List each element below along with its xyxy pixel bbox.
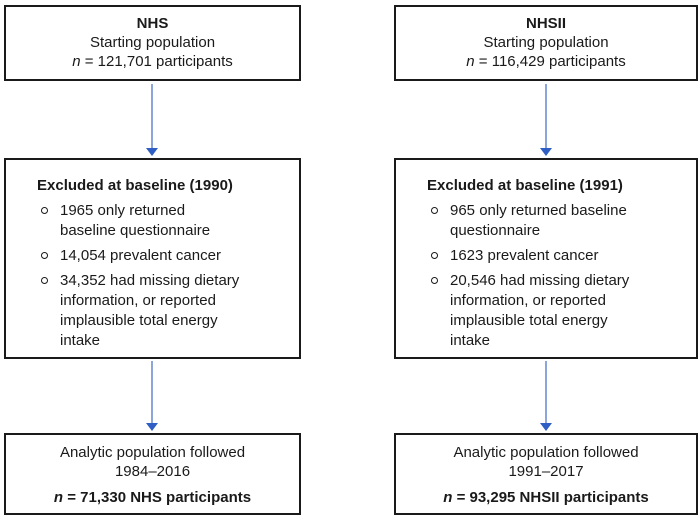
nhsii-exclusion-heading: Excluded at baseline (1991) [427, 177, 623, 194]
exclusion-item: 965 only returned baseline questionnaire [427, 201, 686, 241]
exclusion-item-text: 965 only returned baseline questionnaire [450, 202, 627, 239]
exclusion-item-text: 34,352 had missing dietary information, … [60, 272, 240, 349]
exclusion-item: 34,352 had missing dietary information, … [37, 271, 289, 351]
arrow-stem [151, 361, 153, 423]
nhsii-down-arrow-2 [539, 361, 553, 431]
nhsii-followup-years: 1991–2017 [508, 463, 584, 480]
circle-bullet-icon [431, 252, 438, 259]
exclusion-item-text: 14,054 prevalent cancer [60, 247, 221, 264]
exclusion-item-text: 1965 only returned baseline questionnair… [60, 202, 211, 239]
nhsii-starting-population-label: Starting population [483, 34, 609, 51]
nhsii-starting-count-value: = 116,429 participants [474, 53, 626, 70]
arrow-stem [545, 84, 547, 148]
n-symbol: n [53, 489, 64, 506]
nhs-exclusion-list: 1965 only returned baseline questionnair… [37, 201, 289, 351]
nhs-followup-years: 1984–2016 [114, 463, 191, 480]
n-symbol: n [72, 53, 81, 70]
circle-bullet-icon [431, 277, 438, 284]
nhs-analytic-population-box: Analytic population followed 1984–2016 n… [4, 433, 301, 515]
nhsii-exclusion-box: Excluded at baseline (1991) 965 only ret… [394, 158, 698, 359]
n-symbol: n [443, 489, 453, 506]
nhs-down-arrow-2 [145, 361, 159, 431]
nhsii-analytic-label: Analytic population followed [453, 444, 639, 461]
nhs-starting-population-label: Starting population [89, 34, 216, 51]
n-symbol: n [466, 53, 475, 70]
nhs-down-arrow-1 [145, 84, 159, 156]
arrow-stem [151, 84, 153, 148]
nhs-starting-count: n = 121,701 participants [6, 52, 299, 71]
exclusion-item: 14,054 prevalent cancer [37, 246, 289, 266]
nhsii-analytic-count: n = 93,295 NHSII participants [396, 488, 696, 507]
nhsii-analytic-count-value: = 93,295 NHSII participants [452, 489, 649, 506]
nhsii-starting-population-box: NHSII Starting population n = 116,429 pa… [394, 5, 698, 81]
exclusion-item: 20,546 had missing dietary information, … [427, 271, 686, 351]
circle-bullet-icon [41, 207, 48, 214]
nhs-exclusion-heading: Excluded at baseline (1990) [37, 177, 233, 194]
nhs-analytic-label: Analytic population followed [59, 444, 246, 461]
arrow-stem [545, 361, 547, 423]
nhs-starting-population-box: NHS Starting population n = 121,701 part… [4, 5, 301, 81]
nhs-cohort-title: NHS [136, 15, 169, 32]
nhs-analytic-count-value: = 71,330 NHS participants [63, 489, 252, 506]
arrow-head-icon [146, 148, 158, 156]
arrow-head-icon [540, 148, 552, 156]
exclusion-item: 1965 only returned baseline questionnair… [37, 201, 289, 241]
circle-bullet-icon [41, 252, 48, 259]
exclusion-item-text: 20,546 had missing dietary information, … [450, 272, 630, 349]
circle-bullet-icon [431, 207, 438, 214]
nhsii-cohort-title: NHSII [525, 15, 566, 32]
circle-bullet-icon [41, 277, 48, 284]
exclusion-item-text: 1623 prevalent cancer [450, 247, 599, 264]
nhsii-starting-count: n = 116,429 participants [396, 52, 696, 71]
nhsii-analytic-population-box: Analytic population followed 1991–2017 n… [394, 433, 698, 515]
arrow-head-icon [146, 423, 158, 431]
nhs-starting-count-value: = 121,701 participants [80, 53, 233, 70]
nhsii-down-arrow-1 [539, 84, 553, 156]
nhs-analytic-count: n = 71,330 NHS participants [6, 488, 299, 507]
arrow-head-icon [540, 423, 552, 431]
exclusion-item: 1623 prevalent cancer [427, 246, 686, 266]
nhs-exclusion-box: Excluded at baseline (1990) 1965 only re… [4, 158, 301, 359]
nhsii-exclusion-list: 965 only returned baseline questionnaire… [427, 201, 686, 351]
